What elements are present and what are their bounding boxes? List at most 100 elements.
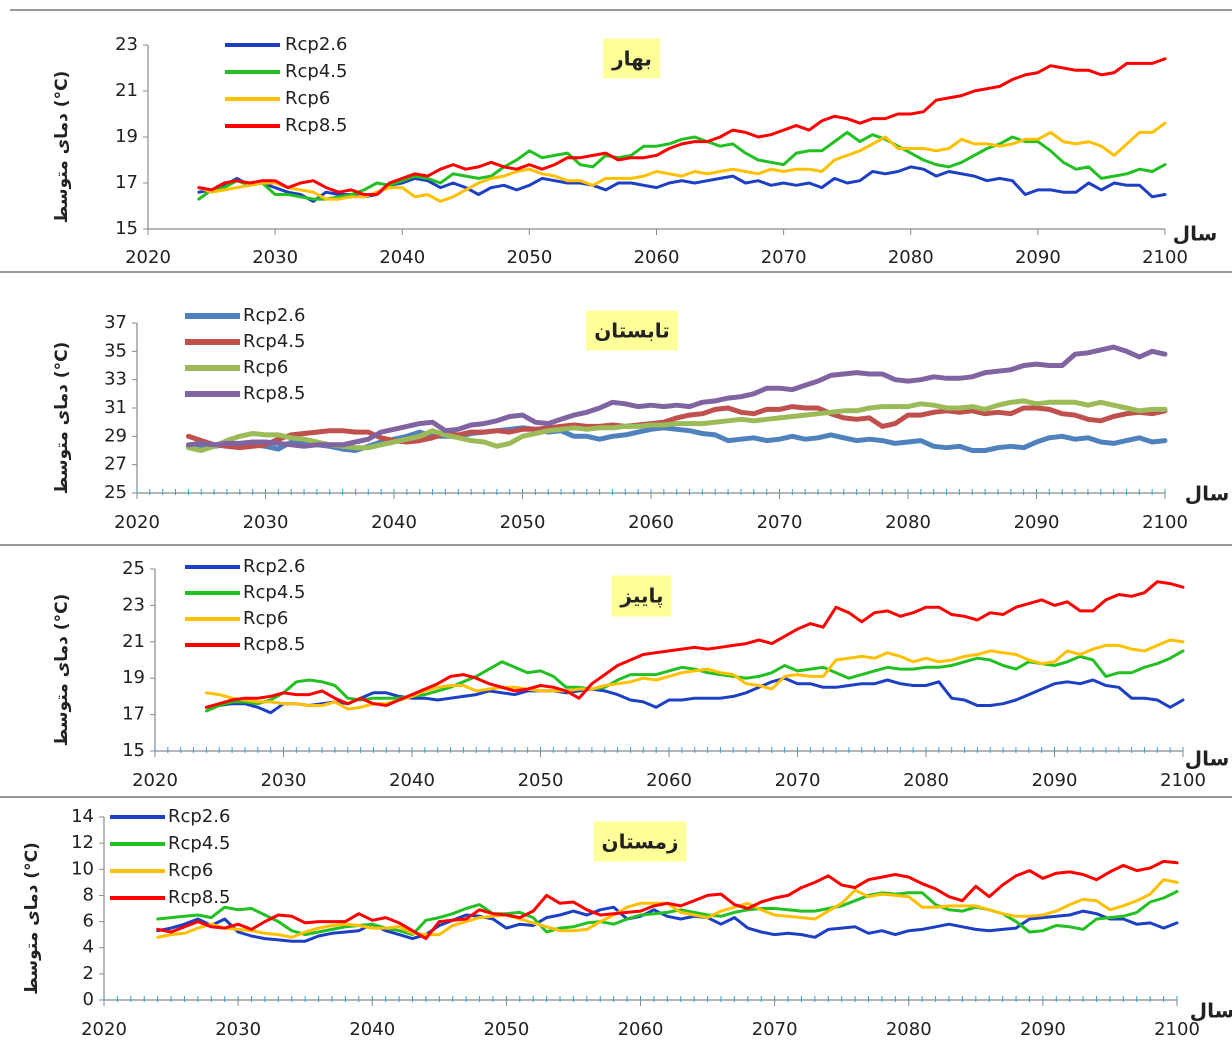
y-tick-label: 14 <box>71 806 94 827</box>
legend-label: Rcp8.5 <box>243 634 305 655</box>
legend-label: Rcp8.5 <box>243 383 305 404</box>
x-tick-label: 2030 <box>252 247 298 268</box>
x-tick-label: 2030 <box>215 1019 261 1040</box>
y-tick-label: 27 <box>104 454 127 475</box>
series-line <box>204 676 1185 715</box>
legend-label: Rcp8.5 <box>285 115 347 136</box>
x-axis-label: سال <box>1185 747 1230 771</box>
legend-label: Rcp4.5 <box>243 582 305 603</box>
x-tick-label: 2080 <box>888 247 934 268</box>
x-tick-label: 2050 <box>518 770 564 791</box>
y-tick-label: 15 <box>115 218 138 239</box>
y-tick-label: 0 <box>83 989 94 1010</box>
series-line <box>204 638 1185 711</box>
y-tick-label: 19 <box>115 126 138 147</box>
y-tick-label: 4 <box>83 937 94 958</box>
y-axis-label: دمای متوسط (°C) <box>22 842 42 995</box>
legend-label: Rcp2.6 <box>243 305 305 326</box>
y-tick-label: 37 <box>104 312 127 333</box>
x-tick-label: 2080 <box>885 512 931 533</box>
y-tick-label: 25 <box>104 482 127 503</box>
chart-title: زمستان <box>602 830 679 854</box>
legend-label: Rcp6 <box>285 88 330 109</box>
y-tick-label: 21 <box>122 631 145 652</box>
x-tick-label: 2050 <box>483 1019 529 1040</box>
title-box <box>603 38 660 79</box>
y-tick-label: 19 <box>122 667 145 688</box>
x-tick-label: 2060 <box>634 247 680 268</box>
title-group: بهار <box>603 38 660 79</box>
series-line <box>197 121 1167 203</box>
series-line <box>185 425 1168 453</box>
x-axis-label: سال <box>1190 999 1232 1023</box>
series-line <box>185 404 1168 451</box>
x-tick-label: 2070 <box>752 1019 798 1040</box>
x-tick-label: 2050 <box>506 247 552 268</box>
x-tick-label: 2050 <box>500 512 546 533</box>
y-axis-label: دمای متوسط (°C) <box>52 594 72 747</box>
series-line <box>204 649 1185 713</box>
series-line <box>156 905 1179 943</box>
y-tick-label: 21 <box>115 80 138 101</box>
title-box <box>586 310 678 351</box>
x-tick-label: 2040 <box>371 512 417 533</box>
x-tick-label: 2020 <box>132 770 178 791</box>
x-tick-label: 2090 <box>1014 512 1060 533</box>
legend-label: Rcp6 <box>243 357 288 378</box>
x-tick-label: 2020 <box>125 247 171 268</box>
legend-label: Rcp4.5 <box>285 61 347 82</box>
x-tick-label: 2100 <box>1142 247 1188 268</box>
x-tick-label: 2030 <box>243 512 289 533</box>
title-group: تابستان <box>586 310 678 351</box>
x-tick-label: 2060 <box>628 512 674 533</box>
x-tick-label: 2100 <box>1142 512 1188 533</box>
x-tick-label: 2040 <box>379 247 425 268</box>
title-box <box>593 821 687 862</box>
x-tick-label: 2060 <box>646 770 692 791</box>
legend-label: Rcp2.6 <box>285 34 347 55</box>
x-tick-label: 2070 <box>757 512 803 533</box>
series-line <box>204 580 1185 709</box>
y-tick-label: 17 <box>122 704 145 725</box>
legend-label: Rcp4.5 <box>243 331 305 352</box>
legend-label: Rcp4.5 <box>168 833 230 854</box>
x-tick-label: 2060 <box>618 1019 664 1040</box>
y-tick-label: 6 <box>83 911 94 932</box>
x-tick-label: 2070 <box>761 247 807 268</box>
y-tick-label: 33 <box>104 369 127 390</box>
title-group: زمستان <box>593 821 687 862</box>
title-box <box>611 575 672 617</box>
y-axis-label: دمای متوسط (°C) <box>52 71 72 224</box>
y-axis-label: دمای متوسط (°C) <box>52 342 72 495</box>
y-tick-label: 12 <box>71 832 94 853</box>
x-tick-label: 2090 <box>1032 770 1078 791</box>
x-tick-label: 2100 <box>1154 1019 1200 1040</box>
y-tick-label: 15 <box>122 740 145 761</box>
x-tick-label: 2100 <box>1160 770 1206 791</box>
chart-title: تابستان <box>594 319 670 343</box>
y-tick-label: 10 <box>71 858 94 879</box>
y-tick-label: 31 <box>104 397 127 418</box>
x-tick-label: 2020 <box>81 1019 127 1040</box>
y-tick-label: 8 <box>83 884 94 905</box>
y-tick-label: 2 <box>83 963 94 984</box>
legend-label: Rcp6 <box>243 608 288 629</box>
series-line <box>197 57 1167 196</box>
series-line <box>156 890 1179 937</box>
chart-title: پاییز <box>619 584 663 609</box>
legend-label: Rcp8.5 <box>168 887 230 908</box>
x-tick-label: 2090 <box>1015 247 1061 268</box>
legend-label: Rcp6 <box>168 860 213 881</box>
series-line <box>185 344 1168 449</box>
legend-label: Rcp2.6 <box>168 806 230 827</box>
y-tick-label: 17 <box>115 172 138 193</box>
y-tick-label: 23 <box>122 594 145 615</box>
title-group: پاییز <box>611 575 672 617</box>
y-tick-label: 25 <box>122 558 145 579</box>
x-tick-label: 2030 <box>261 770 307 791</box>
x-tick-label: 2080 <box>903 770 949 791</box>
x-tick-label: 2020 <box>114 512 160 533</box>
series-line <box>156 859 1179 941</box>
x-axis-label: سال <box>1185 482 1230 506</box>
